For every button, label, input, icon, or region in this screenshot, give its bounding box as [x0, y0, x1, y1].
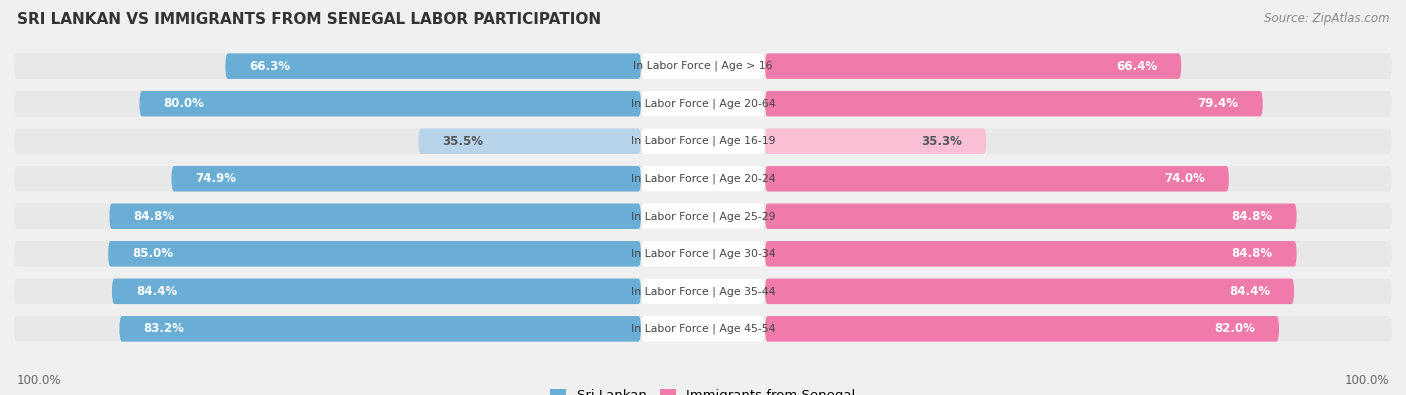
Text: In Labor Force | Age 16-19: In Labor Force | Age 16-19	[631, 136, 775, 147]
FancyBboxPatch shape	[14, 203, 1392, 229]
FancyBboxPatch shape	[641, 203, 765, 229]
FancyBboxPatch shape	[765, 91, 1263, 117]
Text: 74.9%: 74.9%	[195, 172, 236, 185]
Legend: Sri Lankan, Immigrants from Senegal: Sri Lankan, Immigrants from Senegal	[546, 384, 860, 395]
Text: 83.2%: 83.2%	[143, 322, 184, 335]
FancyBboxPatch shape	[765, 203, 1296, 229]
Text: In Labor Force | Age 45-54: In Labor Force | Age 45-54	[631, 324, 775, 334]
FancyBboxPatch shape	[110, 203, 641, 229]
FancyBboxPatch shape	[120, 316, 641, 342]
Text: 80.0%: 80.0%	[163, 97, 204, 110]
FancyBboxPatch shape	[225, 53, 641, 79]
Text: In Labor Force | Age 30-34: In Labor Force | Age 30-34	[631, 248, 775, 259]
FancyBboxPatch shape	[765, 53, 1181, 79]
Text: 82.0%: 82.0%	[1215, 322, 1256, 335]
FancyBboxPatch shape	[14, 128, 1392, 154]
FancyBboxPatch shape	[765, 278, 1294, 304]
FancyBboxPatch shape	[14, 241, 1392, 267]
FancyBboxPatch shape	[108, 241, 641, 267]
FancyBboxPatch shape	[419, 128, 641, 154]
FancyBboxPatch shape	[641, 53, 765, 79]
FancyBboxPatch shape	[641, 316, 765, 342]
Text: 66.4%: 66.4%	[1116, 60, 1157, 73]
FancyBboxPatch shape	[641, 278, 765, 304]
Text: SRI LANKAN VS IMMIGRANTS FROM SENEGAL LABOR PARTICIPATION: SRI LANKAN VS IMMIGRANTS FROM SENEGAL LA…	[17, 12, 600, 27]
Text: 35.5%: 35.5%	[443, 135, 484, 148]
Text: 84.8%: 84.8%	[1232, 247, 1272, 260]
Text: 84.4%: 84.4%	[1229, 285, 1270, 298]
FancyBboxPatch shape	[172, 166, 641, 192]
FancyBboxPatch shape	[14, 316, 1392, 342]
FancyBboxPatch shape	[641, 91, 765, 117]
Text: In Labor Force | Age 20-64: In Labor Force | Age 20-64	[631, 98, 775, 109]
FancyBboxPatch shape	[14, 166, 1392, 192]
FancyBboxPatch shape	[14, 53, 1392, 79]
Text: 84.8%: 84.8%	[1232, 210, 1272, 223]
FancyBboxPatch shape	[139, 91, 641, 117]
FancyBboxPatch shape	[112, 278, 641, 304]
FancyBboxPatch shape	[765, 241, 1296, 267]
FancyBboxPatch shape	[641, 128, 765, 154]
FancyBboxPatch shape	[641, 166, 765, 192]
FancyBboxPatch shape	[641, 241, 765, 267]
Text: 66.3%: 66.3%	[249, 60, 291, 73]
FancyBboxPatch shape	[14, 91, 1392, 117]
Text: 100.0%: 100.0%	[17, 374, 62, 387]
Text: In Labor Force | Age 35-44: In Labor Force | Age 35-44	[631, 286, 775, 297]
Text: 79.4%: 79.4%	[1198, 97, 1239, 110]
Text: In Labor Force | Age 25-29: In Labor Force | Age 25-29	[631, 211, 775, 222]
Text: 100.0%: 100.0%	[1344, 374, 1389, 387]
Text: In Labor Force | Age 20-24: In Labor Force | Age 20-24	[631, 173, 775, 184]
FancyBboxPatch shape	[765, 128, 987, 154]
Text: Source: ZipAtlas.com: Source: ZipAtlas.com	[1264, 12, 1389, 25]
FancyBboxPatch shape	[765, 316, 1279, 342]
Text: 84.8%: 84.8%	[134, 210, 174, 223]
Text: 74.0%: 74.0%	[1164, 172, 1205, 185]
Text: 84.4%: 84.4%	[136, 285, 177, 298]
FancyBboxPatch shape	[765, 166, 1229, 192]
Text: 85.0%: 85.0%	[132, 247, 173, 260]
Text: In Labor Force | Age > 16: In Labor Force | Age > 16	[633, 61, 773, 71]
Text: 35.3%: 35.3%	[921, 135, 962, 148]
FancyBboxPatch shape	[14, 278, 1392, 304]
